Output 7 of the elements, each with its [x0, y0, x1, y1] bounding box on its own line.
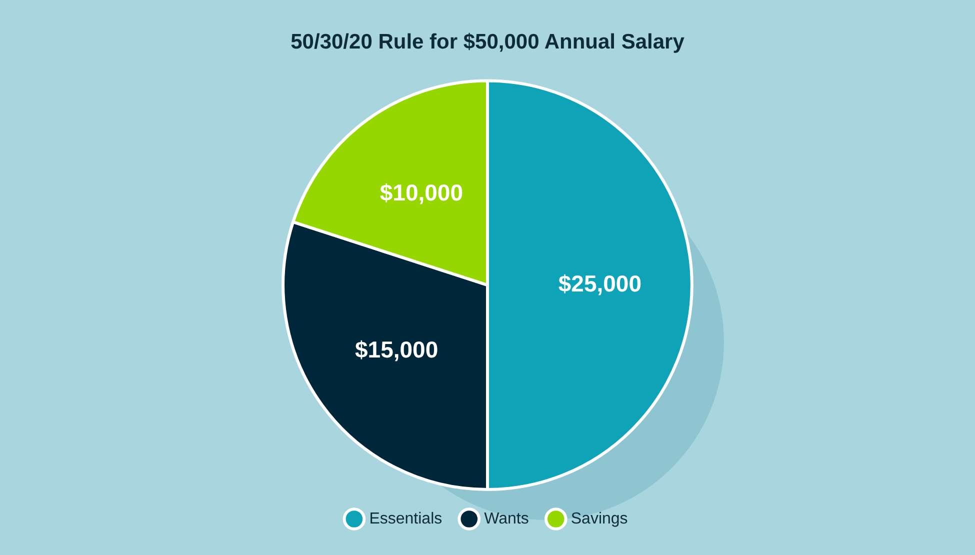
chart-title: 50/30/20 Rule for $50,000 Annual Salary — [290, 30, 685, 54]
legend-label: Wants — [484, 510, 529, 528]
legend-label: Savings — [570, 510, 628, 528]
data-label: $10,000 — [380, 179, 463, 206]
data-label: $15,000 — [354, 336, 438, 363]
legend-label: Essentials — [369, 510, 442, 528]
data-label: $25,000 — [558, 270, 642, 296]
